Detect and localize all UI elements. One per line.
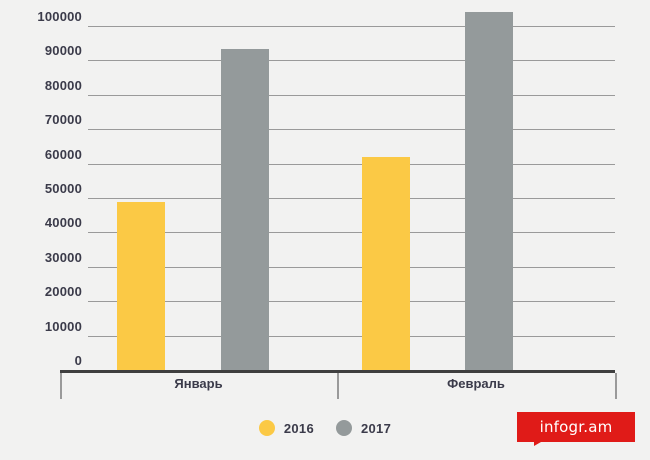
gridline <box>88 232 615 234</box>
y-axis-tick-label: 90000 <box>44 43 82 59</box>
x-axis-line <box>60 370 615 373</box>
y-axis-tick-label: 60000 <box>44 146 82 162</box>
x-axis-label-Январь: Январь <box>174 376 223 391</box>
y-axis-tick-label: 70000 <box>44 112 82 128</box>
badge-bubble-icon <box>517 412 635 446</box>
x-axis-label-Февраль: Февраль <box>447 376 505 391</box>
gridline <box>88 26 615 27</box>
bar-2016-Февраль[interactable] <box>362 157 410 370</box>
infogram-badge[interactable]: infogr.am <box>517 412 635 446</box>
gridline <box>88 94 615 96</box>
circle-swatch-icon <box>336 420 352 436</box>
category-tick <box>615 373 617 399</box>
y-axis-tick-label: 30000 <box>44 249 82 265</box>
y-axis-tick-label: 50000 <box>44 181 82 196</box>
gridline <box>88 163 615 165</box>
y-axis-tick-label: 20000 <box>44 284 82 300</box>
y-axis-tick-label: 80000 <box>44 77 82 93</box>
category-tick <box>60 373 62 399</box>
gridline <box>88 60 615 62</box>
gridline <box>88 266 615 268</box>
legend-label: 2017 <box>361 420 392 436</box>
bar-2016-Январь[interactable] <box>117 202 165 370</box>
chart-legend: 2016 2017 <box>0 415 650 441</box>
bar-2017-Февраль[interactable] <box>465 12 513 370</box>
category-tick <box>337 373 339 399</box>
y-axis-labels: 0 10000 20000 30000 40000 50000 60000 70000 8000… <box>0 0 82 460</box>
legend-label: 2016 <box>283 420 314 436</box>
legend-item-2017[interactable]: 2017 <box>336 420 391 436</box>
y-axis-tick-label: 10000 <box>44 318 82 334</box>
legend-item-2016[interactable]: 2016 <box>258 420 314 436</box>
y-axis-tick-label: 0 <box>74 353 82 368</box>
circle-swatch-icon <box>258 420 275 436</box>
gridline <box>88 129 615 131</box>
y-axis-tick-label: 100000 <box>37 9 82 24</box>
plot-area <box>88 12 615 371</box>
bar-2017-Январь[interactable] <box>221 49 269 370</box>
gridline <box>88 198 615 199</box>
gridline <box>88 301 615 303</box>
y-axis-tick-label: 40000 <box>44 215 82 231</box>
gridline <box>88 335 615 337</box>
